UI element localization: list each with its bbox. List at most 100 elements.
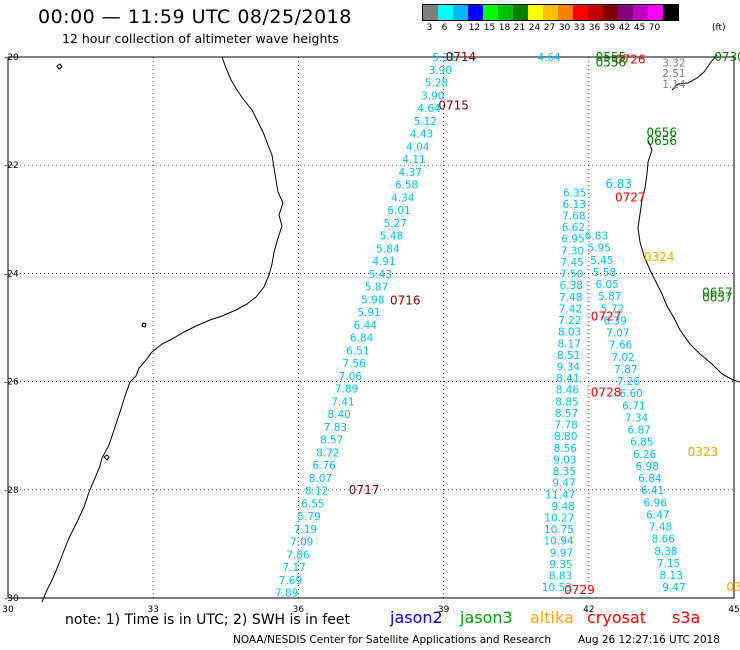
swh-value-label: 6.51 <box>346 345 369 357</box>
scale-label: 15 <box>483 23 496 33</box>
map-grid <box>7 56 735 599</box>
lat-tick-label: -20 <box>4 53 19 63</box>
swh-value-label: 7.34 <box>625 412 649 424</box>
scale-swatch <box>573 5 588 20</box>
swh-value-label: 5.43 <box>369 269 392 281</box>
swh-value-label: 7.07 <box>606 328 629 340</box>
swh-value-label: 6.38 <box>560 280 583 292</box>
swh-value-label: 6.55 <box>301 498 324 510</box>
swh-value-label: 3.90 <box>429 65 452 77</box>
swh-value-label: 10.94 <box>544 536 574 548</box>
swh-value-label: 4.91 <box>372 256 395 268</box>
pass-time-label: 0729 <box>564 583 595 597</box>
swh-value-label: 10.27 <box>544 512 574 524</box>
pass-time-label: 0555 <box>596 50 627 64</box>
scale-swatch <box>618 5 633 20</box>
swh-value-label: 7.26 <box>617 376 641 388</box>
swh-value-label: 4.64 <box>537 52 561 64</box>
swh-value-label: 5.84 <box>376 243 400 255</box>
pass-time-label: 0727 <box>591 310 622 324</box>
swh-value-label: 4.64 <box>417 103 441 115</box>
swh-value-label: 6.39 <box>603 315 626 327</box>
scale-swatch <box>453 5 468 20</box>
scale-swatch <box>543 5 558 20</box>
swh-value-label: 4.34 <box>391 192 415 204</box>
pass-time-label: 0324 <box>644 250 675 264</box>
swh-value-label: 6.47 <box>646 509 669 521</box>
pass-time-label: 0556 <box>596 55 627 69</box>
pass-time-label: 0656 <box>646 134 677 148</box>
lon-tick-label: 33 <box>147 605 158 615</box>
swh-value-label: 9.48 <box>551 501 574 513</box>
scale-swatch <box>528 5 543 20</box>
lon-tick-label: 30 <box>2 605 14 615</box>
legend-cryosat: cryosat <box>587 608 647 627</box>
swh-value-label: 7.48 <box>649 522 672 534</box>
swh-value-label: 5.48 <box>380 231 403 243</box>
swh-value-label: 7.87 <box>614 364 637 376</box>
lon-tick-label: 42 <box>583 605 594 615</box>
scale-label: 39 <box>603 23 616 33</box>
swh-value-label: 6.84 <box>638 473 662 485</box>
swh-value-label: 8.57 <box>555 408 578 420</box>
swh-value-label: 7.50 <box>560 269 583 281</box>
swh-value-label: 6.96 <box>644 497 668 509</box>
footer-note: note: 1) Time is in UTC; 2) SWH is in fe… <box>65 612 351 628</box>
swh-value-label: 7.06 <box>339 371 363 383</box>
swh-value-label: 7.68 <box>562 210 585 222</box>
map-subtitle: 12 hour collection of altimeter wave hei… <box>62 31 339 46</box>
swh-value-label: 6.58 <box>395 180 418 192</box>
swh-value-label: 4.43 <box>410 129 433 141</box>
color-scale-swatches <box>422 4 679 21</box>
pass-time-labels: 0714 0715 0716 0717 0727 0727 0728 0729 07260555… <box>349 50 740 597</box>
pass-time-label: 0728 <box>591 385 622 399</box>
legend-s3a: s3a <box>672 608 701 627</box>
swh-value-label: 7.66 <box>609 340 633 352</box>
swh-value-label: 8.17 <box>557 338 580 350</box>
island-small-3 <box>141 322 147 328</box>
wave-height-tracks: 5.313.905.283.904.645.124.434.044.114.37… <box>275 52 686 600</box>
scale-label: 3 <box>426 23 433 33</box>
swh-value-label: 2.51 <box>662 68 685 80</box>
swh-value-label: 7.83 <box>324 422 347 434</box>
lat-tick-label: -26 <box>4 378 19 388</box>
swh-value-label: 10.53 <box>542 582 572 594</box>
swh-value-label: 5.27 <box>384 218 407 230</box>
swh-value-label: 8.35 <box>553 466 576 478</box>
swh-value-label: 8.85 <box>555 396 578 408</box>
swh-value-label: 4.04 <box>406 141 430 153</box>
swh-value-label: 8.66 <box>652 534 676 546</box>
swh-value-label: 9.03 <box>553 454 576 466</box>
swh-value-label: 5.58 <box>593 267 616 279</box>
color-scale-unit: (ft) <box>712 23 726 33</box>
africa-coastline <box>41 56 284 603</box>
island-small-2 <box>103 454 110 461</box>
swh-value-label: 6.60 <box>619 388 642 400</box>
swh-value-label: 7.09 <box>290 537 313 549</box>
swh-value-label: 11.47 <box>545 489 575 501</box>
scale-label: 9 <box>456 23 463 33</box>
color-scale-labels: 3 6 9 12 15 18 21 24 27 30 33 36 39 42 45 70 <box>422 23 677 33</box>
swh-value-label: 7.86 <box>286 549 310 561</box>
swh-value-label: 9.34 <box>557 361 581 373</box>
swh-value-label: 6.44 <box>354 320 378 332</box>
swh-value-label: 6.95 <box>561 234 584 246</box>
pass-time-label: 6.83 <box>605 177 632 191</box>
swh-value-label: 5.72 <box>601 303 624 315</box>
scale-label: 45 <box>633 23 646 33</box>
swh-value-label: 5.91 <box>357 307 380 319</box>
pass-time-label: 0657 <box>702 285 733 299</box>
swh-value-label: 8.07 <box>309 473 332 485</box>
swh-value-label: 8.41 <box>556 373 579 385</box>
swh-value-label: 7.89 <box>335 384 358 396</box>
swh-value-label: 3.32 <box>662 57 685 69</box>
swh-value-label: 8.38 <box>654 546 677 558</box>
swh-value-label: 8.03 <box>558 327 581 339</box>
swh-value-label: 7.22 <box>558 315 581 327</box>
pass-time-label: 0715 <box>438 99 469 113</box>
swh-value-label: 7.41 <box>331 396 354 408</box>
swh-value-label: 5.31 <box>432 52 455 64</box>
swh-value-label: 7.15 <box>657 558 680 570</box>
scale-label: 33 <box>573 23 586 33</box>
